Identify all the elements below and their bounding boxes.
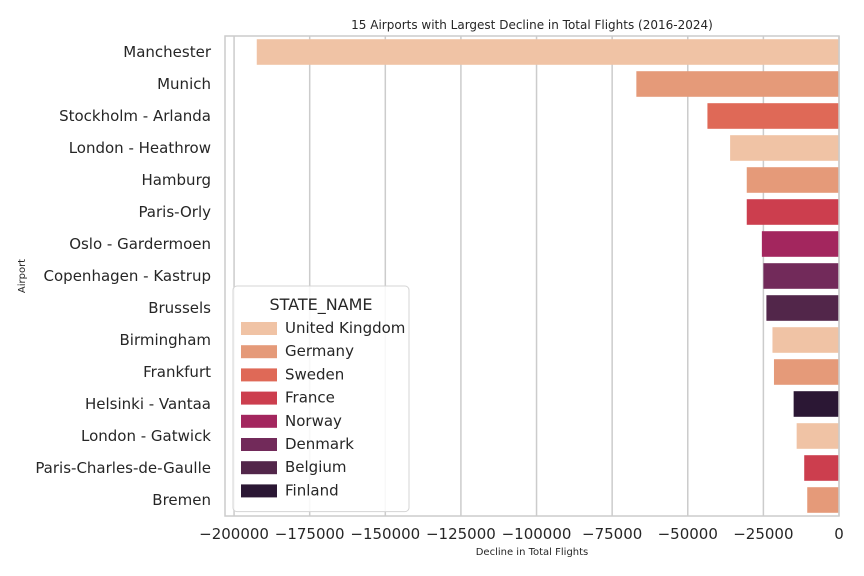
legend-label: Germany <box>285 342 354 360</box>
x-tick-label: −100000 <box>502 525 572 543</box>
legend-label: Sweden <box>285 365 344 383</box>
y-tick-label: Oslo - Gardermoen <box>69 235 211 253</box>
bar-frankfurt <box>773 359 839 385</box>
legend-title: STATE_NAME <box>269 295 372 315</box>
x-tick-label: −200000 <box>199 525 269 543</box>
legend-label: Belgium <box>285 458 347 476</box>
legend-label: United Kingdom <box>285 319 405 337</box>
x-tick-label: −50000 <box>658 525 718 543</box>
bar-stockholm-arlanda <box>707 103 839 129</box>
bar-hamburg <box>746 167 839 193</box>
plot-frame <box>224 35 840 517</box>
bar-bremen <box>807 487 839 513</box>
x-tick-label: −150000 <box>350 525 420 543</box>
y-tick-label: Copenhagen - Kastrup <box>44 267 211 285</box>
x-tick-label: −75000 <box>582 525 642 543</box>
legend-swatch-belgium <box>241 461 277 475</box>
y-tick-label: London - Gatwick <box>81 427 211 445</box>
bars-group <box>256 39 839 513</box>
legend-label: Denmark <box>285 435 354 453</box>
legend-swatch-united-kingdom <box>241 322 277 335</box>
legend-label: Finland <box>285 481 339 499</box>
legend-swatch-sweden <box>241 368 277 382</box>
bar-birmingham <box>772 327 839 353</box>
legend: STATE_NAME United Kingdom Germany Sweden Fra… <box>232 285 410 513</box>
y-tick-label: Paris-Orly <box>138 203 211 221</box>
bar-paris-charles-de-gaulle <box>804 455 839 481</box>
y-tick-label: Frankfurt <box>143 363 211 381</box>
bar-london-heathrow <box>730 135 839 161</box>
x-tick-label: 0 <box>834 525 844 543</box>
y-tick-label: Manchester <box>123 43 212 61</box>
y-axis-label: Airport <box>17 259 28 293</box>
legend-swatch-denmark <box>241 438 277 451</box>
legend-box <box>232 285 410 513</box>
legend-swatch-france <box>241 391 277 405</box>
legend-label: Norway <box>285 412 342 430</box>
y-tick-label: Hamburg <box>141 171 211 189</box>
y-tick-label: Helsinki - Vantaa <box>85 395 211 413</box>
x-axis-label: Decline in Total Flights <box>476 547 589 558</box>
bar-helsinki-vantaa <box>793 391 839 417</box>
y-tick-label: Munich <box>157 75 211 93</box>
bar-oslo-gardermoen <box>761 231 839 257</box>
bar-munich <box>636 71 839 97</box>
y-tick-label: Birmingham <box>120 331 211 349</box>
y-tick-label: London - Heathrow <box>69 139 211 157</box>
legend-swatch-norway <box>241 414 277 428</box>
legend-swatch-finland <box>241 484 277 498</box>
legend-label: France <box>285 389 335 407</box>
x-tick-label: −125000 <box>426 525 496 543</box>
legend-swatch-germany <box>241 345 277 359</box>
bar-copenhagen-kastrup <box>763 263 839 289</box>
x-tick-label: −175000 <box>275 525 345 543</box>
y-tick-label: Bremen <box>152 491 211 509</box>
bar-brussels <box>766 295 839 321</box>
bar-london-gatwick <box>796 423 839 449</box>
axes-group: −200000 −175000 −150000 −125000 −100000 −7500… <box>35 35 844 543</box>
y-tick-label: Paris-Charles-de-Gaulle <box>35 459 211 477</box>
x-tick-label: −25000 <box>733 525 793 543</box>
y-tick-label: Stockholm - Arlanda <box>59 107 211 125</box>
bar-manchester <box>256 39 839 65</box>
bar-paris-orly <box>746 199 839 225</box>
y-tick-label: Brussels <box>148 299 211 317</box>
chart-title: 15 Airports with Largest Decline in Tota… <box>351 18 713 32</box>
